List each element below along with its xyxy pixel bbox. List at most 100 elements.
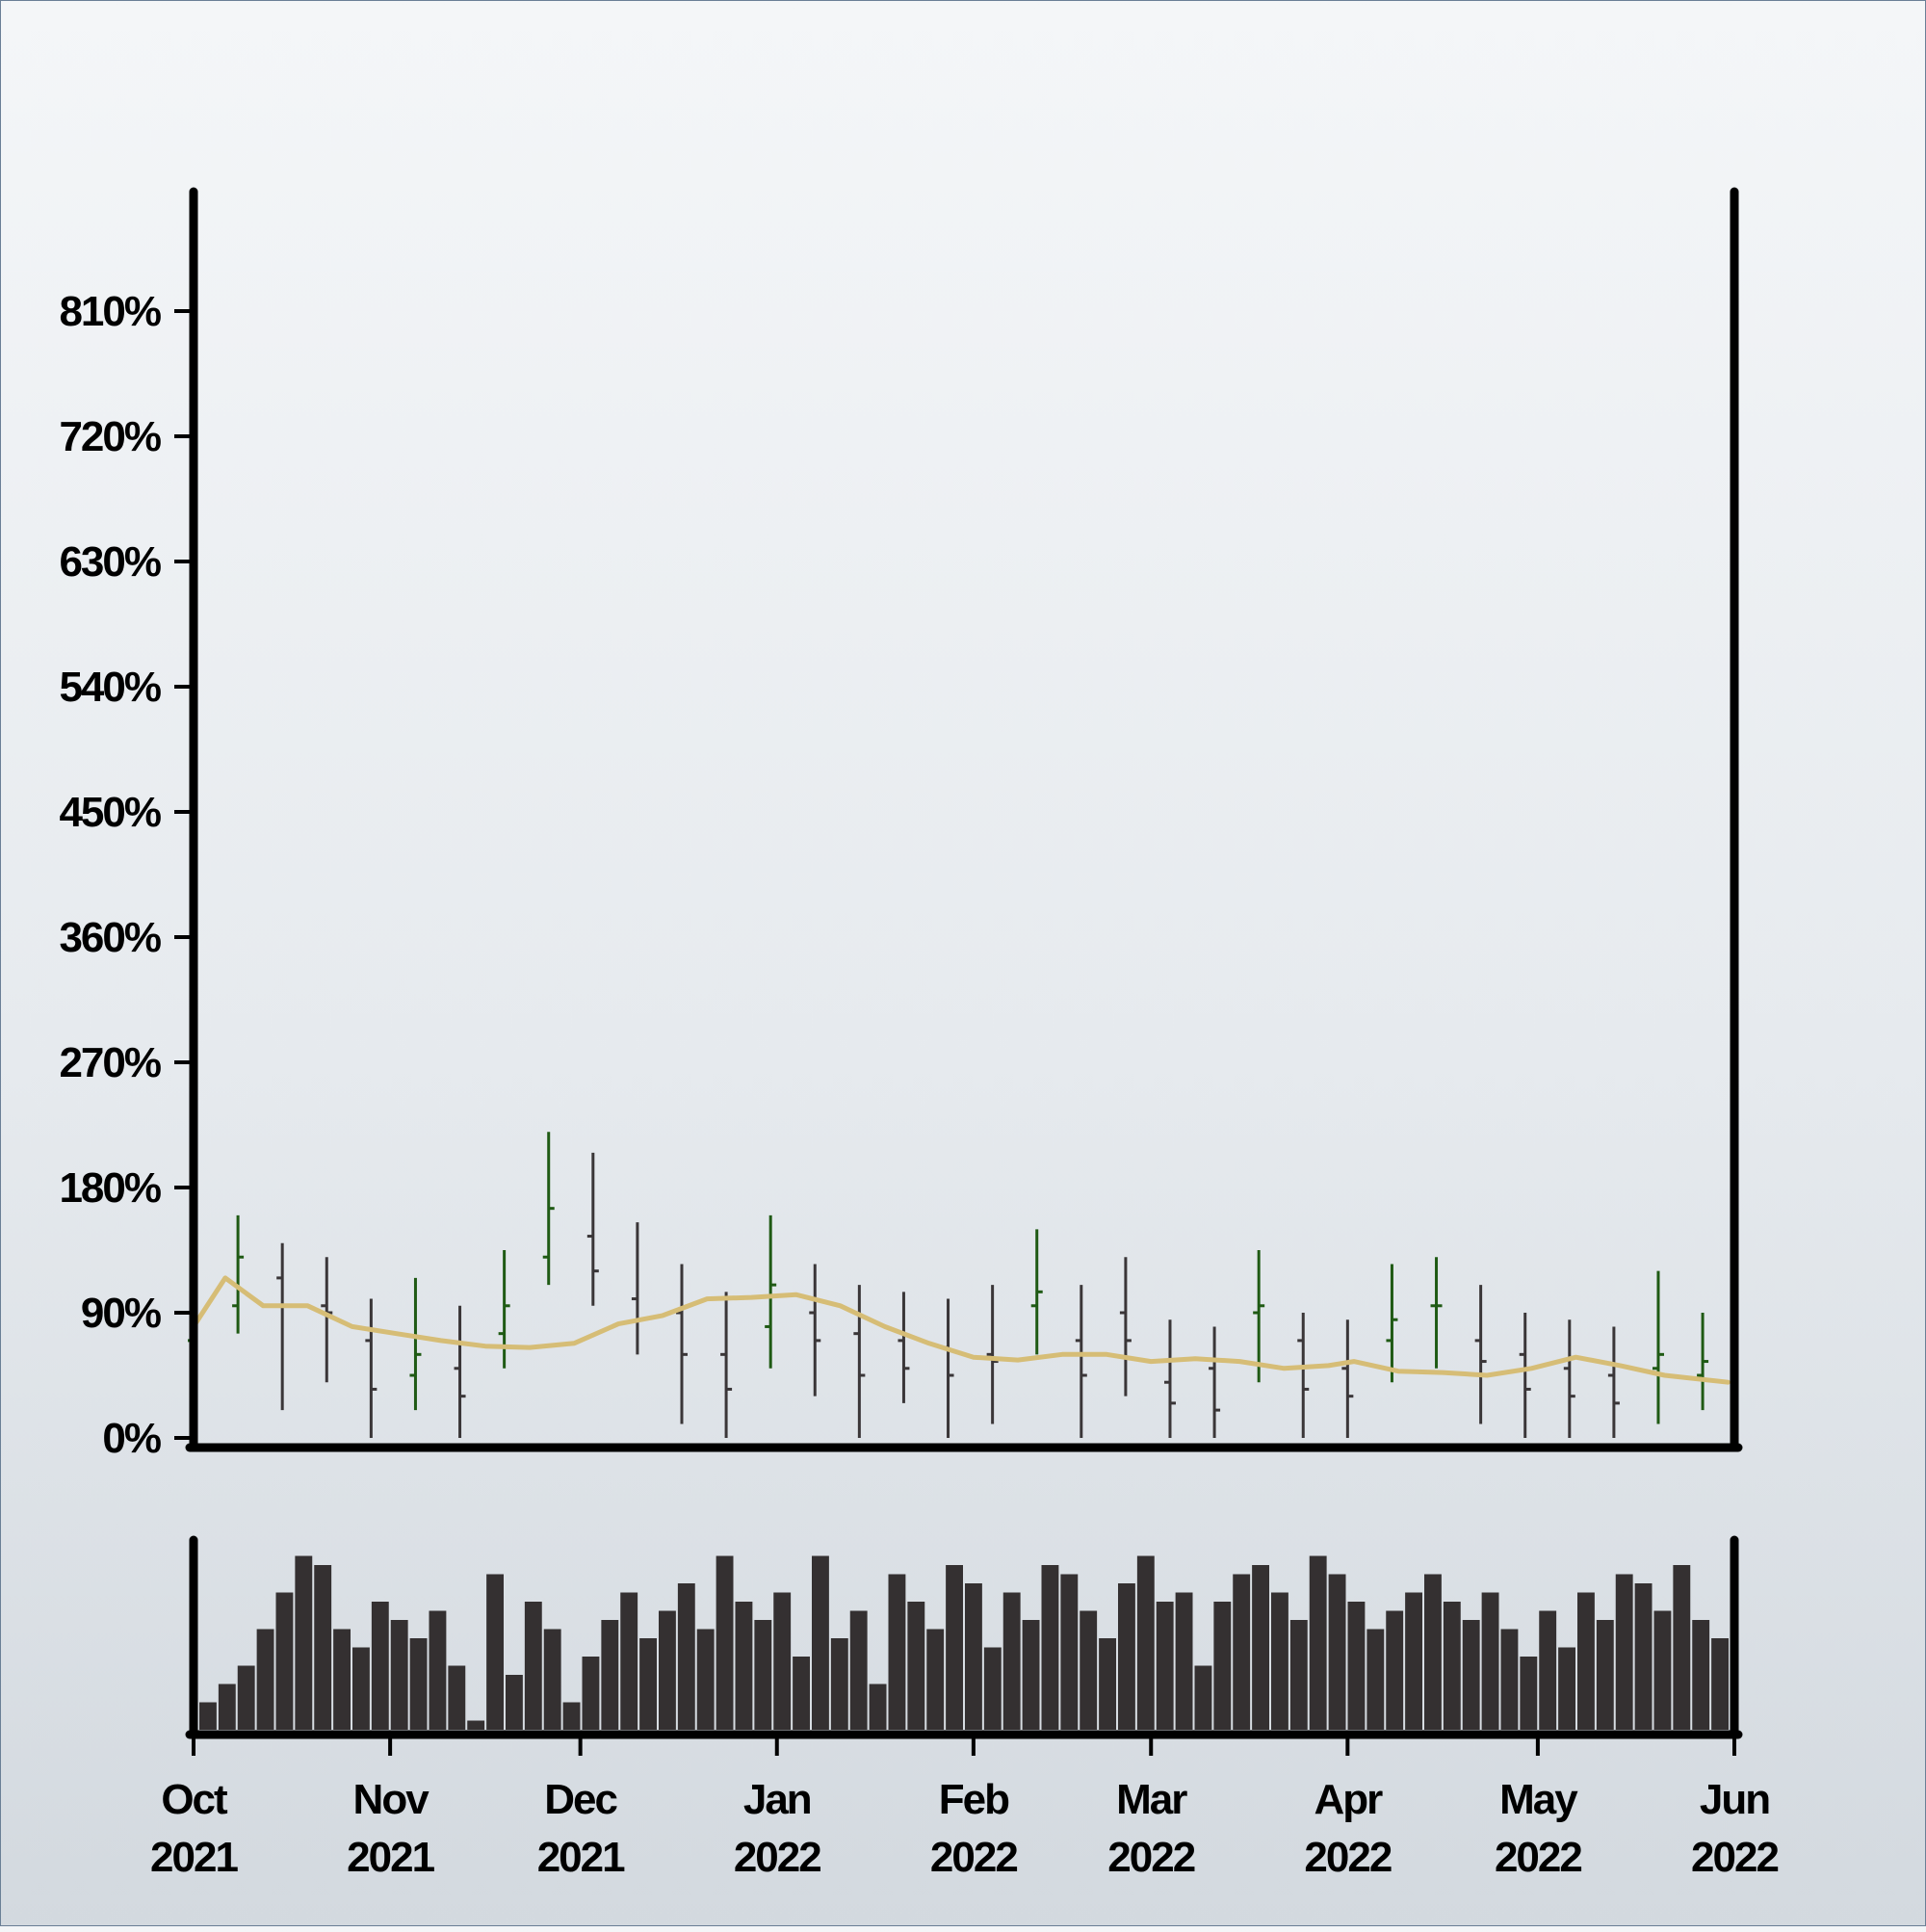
ohlc-bar: [1209, 1326, 1221, 1438]
x-tick-year: 2021: [150, 1834, 238, 1881]
ohlc-bar: [1474, 1285, 1487, 1424]
volume-bar: [659, 1610, 676, 1730]
volume-bar: [371, 1602, 389, 1730]
volume-bar: [830, 1638, 848, 1730]
volume-bar: [812, 1555, 829, 1730]
volume-bar: [677, 1583, 695, 1730]
volume-bar: [467, 1720, 485, 1730]
volume-bar: [1653, 1610, 1672, 1730]
volume-bar: [429, 1610, 447, 1730]
volume-bar: [275, 1592, 294, 1730]
ohlc-bar: [1030, 1229, 1043, 1355]
y-tick-label: 810%: [59, 288, 160, 335]
volume-bar: [256, 1629, 274, 1730]
x-tick-year: 2021: [537, 1834, 625, 1881]
volume-bar: [314, 1565, 332, 1730]
volume-bar: [754, 1620, 772, 1730]
volume-bars: [199, 1555, 1729, 1730]
volume-bar: [237, 1665, 255, 1730]
volume-bar: [1443, 1602, 1461, 1730]
volume-bar: [352, 1647, 370, 1730]
volume-bar: [506, 1675, 523, 1730]
volume-bar: [1539, 1610, 1557, 1730]
volume-bar: [1692, 1620, 1710, 1730]
x-tick-month: Oct: [161, 1776, 228, 1823]
volume-bar: [1099, 1638, 1116, 1730]
volume-bar: [390, 1620, 408, 1730]
x-tick-month: May: [1499, 1776, 1578, 1823]
volume-bar: [1252, 1565, 1269, 1730]
ohlc-bar: [1430, 1257, 1443, 1369]
volume-bar: [1118, 1583, 1135, 1730]
y-tick-label: 270%: [59, 1039, 160, 1086]
volume-bar: [888, 1574, 906, 1730]
ohlc-bar: [986, 1285, 999, 1424]
volume-bar: [1328, 1574, 1346, 1730]
y-tick-label: 0%: [102, 1415, 160, 1462]
y-tick-label: 540%: [59, 664, 160, 711]
ohlc-bar: [942, 1298, 954, 1438]
ohlc-bar: [1519, 1313, 1531, 1438]
x-tick-month: Dec: [544, 1776, 617, 1823]
ohlc-bar: [586, 1152, 599, 1306]
volume-bar: [1500, 1629, 1519, 1730]
volume-bar: [926, 1629, 945, 1730]
volume-bar: [1022, 1620, 1040, 1730]
ohlc-bar: [1607, 1326, 1620, 1438]
volume-bar: [524, 1602, 542, 1730]
x-tick-year: 2022: [1691, 1834, 1778, 1881]
volume-bar: [1481, 1592, 1499, 1730]
ohlc-bar: [1163, 1319, 1176, 1438]
ohlc-bar: [1253, 1250, 1265, 1383]
price-panel: 0% 90% 180% 270% 360% 450% 540% 630% 720% 810%: [59, 187, 1743, 1462]
ohlc-bar: [1697, 1313, 1709, 1411]
ohlc-bar: [1075, 1285, 1087, 1438]
y-tick-label: 90%: [81, 1290, 161, 1337]
volume-bar: [1596, 1620, 1614, 1730]
volume-bar: [696, 1629, 715, 1730]
y-tick-label: 360%: [59, 914, 160, 961]
ohlc-bar: [1386, 1264, 1398, 1383]
volume-bar: [1462, 1620, 1480, 1730]
ohlc-bars: [188, 1132, 1709, 1438]
volume-bar: [1136, 1555, 1155, 1730]
ohlc-bar: [675, 1264, 688, 1424]
ohlc-bar: [454, 1305, 466, 1438]
volume-bar: [1673, 1565, 1691, 1730]
ohlc-bar: [1563, 1319, 1575, 1438]
volume-bar: [620, 1592, 638, 1730]
volume-bar: [716, 1555, 734, 1730]
volume-bar: [1213, 1602, 1232, 1730]
ohlc-bar: [853, 1285, 866, 1438]
ohlc-bar: [542, 1132, 555, 1286]
volume-bar: [1060, 1574, 1079, 1730]
volume-bar: [1577, 1592, 1595, 1730]
volume-bar: [333, 1629, 351, 1730]
ohlc-bar: [276, 1242, 289, 1411]
volume-bar: [218, 1684, 236, 1730]
volume-bar: [1366, 1629, 1385, 1730]
volume-bar: [735, 1602, 753, 1730]
volume-bar: [773, 1592, 792, 1730]
y-tick-label: 720%: [59, 413, 160, 460]
x-tick-year: 2022: [930, 1834, 1017, 1881]
volume-bar: [1041, 1565, 1059, 1730]
x-tick-year: 2022: [734, 1834, 820, 1881]
volume-bar: [543, 1629, 561, 1730]
volume-bar: [199, 1702, 217, 1730]
ohlc-bar: [809, 1264, 821, 1397]
volume-bar: [1424, 1574, 1442, 1730]
volume-bar: [1194, 1665, 1212, 1730]
volume-bar: [965, 1583, 982, 1730]
volume-bar: [409, 1638, 428, 1730]
ohlc-bar: [1119, 1257, 1132, 1397]
ohlc-bar: [1652, 1270, 1664, 1424]
x-tick-month: Mar: [1116, 1776, 1187, 1823]
volume-bar: [639, 1638, 657, 1730]
volume-bar: [1615, 1574, 1633, 1730]
ohlc-bar: [498, 1250, 510, 1369]
volume-bar: [946, 1565, 963, 1730]
y-tick-label: 180%: [59, 1164, 160, 1212]
x-tick-year: 2021: [347, 1834, 434, 1881]
